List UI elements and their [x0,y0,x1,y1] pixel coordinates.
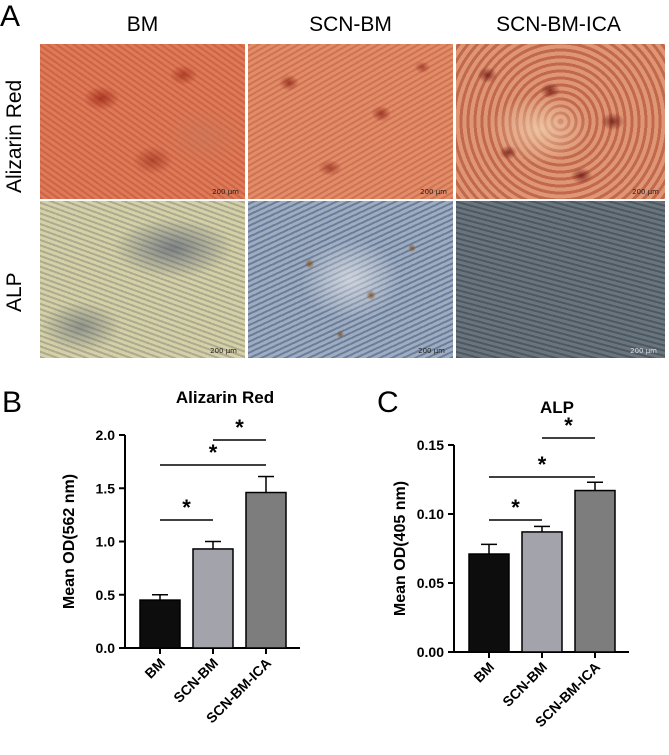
bar-scn-bm [521,531,563,653]
significance-star: * [182,495,191,520]
panel-b-letter: B [2,386,23,419]
y-tick-label: 0.0 [96,640,116,656]
chart-title: ALP [540,398,574,417]
scale-bar-label: 200 μm [632,188,659,196]
y-tick-label: 0.5 [96,587,116,603]
bar-bm [139,599,181,649]
y-tick-label: 0.10 [417,506,444,522]
bar-scn-bm-ica [574,489,616,653]
scale-bar-label: 200 μm [420,188,447,196]
row-label-alp: ALP [3,272,26,312]
y-tick-label: 1.5 [96,480,116,496]
column-title-bm: BM [126,13,159,36]
chart-svg-alp: ALP 0.00 0.05 0.10 0.15 Mean OD(405 nm) BM SCN-… [392,398,629,730]
scale-bar-label: 200 μm [418,347,445,355]
y-tick-label: 0.15 [417,437,444,453]
chart-svg-alizarin-red: Alizarin Red 0.0 0.5 1.0 1.5 2.0 Mean OD(562 n… [61,388,300,726]
chart-alp: ALP 0.00 0.05 0.10 0.15 Mean OD(405 nm) BM SCN-… [339,370,669,750]
x-tick-label: BM [470,659,497,686]
micrograph-alp-bm: 200 μm [40,201,245,358]
column-title-scn-bm-ica: SCN-BM-ICA [496,13,621,36]
bar-scn-bm [192,548,234,649]
bar-scn-bm-ica [245,491,287,649]
x-tick-label: SCN-BM [170,655,221,706]
significance-star: * [235,415,244,440]
significance-star: * [209,440,218,465]
panel-c-letter: C [377,386,399,419]
y-axis-label: Mean OD(405 nm) [392,481,409,616]
chart-alizarin-red: Alizarin Red 0.0 0.5 1.0 1.5 2.0 Mean OD(562 n… [0,370,330,750]
scale-bar-label: 200 μm [210,347,237,355]
y-tick-label: 0.05 [417,575,444,591]
row-label-alizarin-red: Alizarin Red [3,79,26,193]
micrograph-alp-scn-bm: 200 μm [248,201,453,358]
scale-bar-label: 200 μm [212,188,239,196]
y-tick-label: 1.0 [96,534,116,550]
micrograph-alp-scn-bm-ica: 200 μm [456,201,665,358]
significance-star: * [538,452,547,477]
y-tick-label: 2.0 [96,427,116,443]
panel-a-letter: A [0,0,21,33]
x-tick-label: SCN-BM [499,659,550,710]
significance-star: * [564,413,573,438]
y-tick-label: 0.00 [417,644,444,660]
micrograph-alizarin-scn-bm: 200 μm [248,44,453,199]
significance-star: * [511,495,520,520]
micrograph-alizarin-bm: 200 μm [40,44,245,199]
column-title-scn-bm: SCN-BM [309,13,392,36]
micrograph-alizarin-scn-bm-ica: 200 μm [456,44,665,199]
scale-bar-label: 200 μm [630,347,657,355]
x-tick-label: BM [141,655,168,682]
chart-title: Alizarin Red [176,388,274,407]
bar-bm [468,553,510,653]
y-axis-label: Mean OD(562 nm) [61,474,78,609]
